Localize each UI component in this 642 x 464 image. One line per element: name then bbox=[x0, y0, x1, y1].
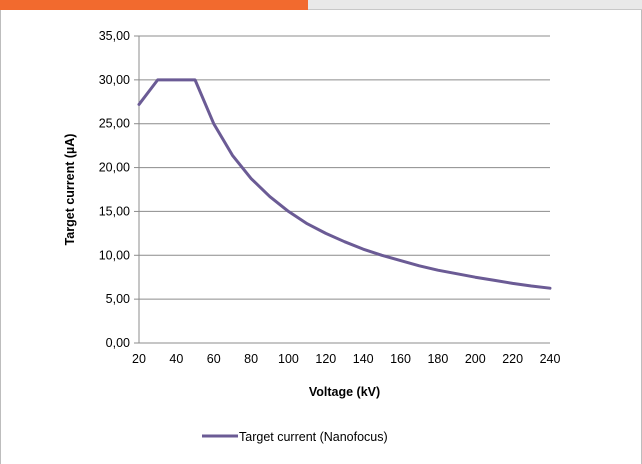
tab-accent-bar bbox=[0, 0, 308, 10]
series-line-0 bbox=[137, 78, 552, 290]
y-tick-label: 5,00 bbox=[106, 292, 130, 306]
y-tick-label: 10,00 bbox=[99, 248, 130, 262]
x-tick-label: 180 bbox=[427, 352, 448, 366]
x-tick-labels: 20 40 60 80 100 120 140 160 180 200 220 240 bbox=[132, 352, 560, 366]
y-tick-label: 15,00 bbox=[99, 204, 130, 218]
x-tick-label: 20 bbox=[132, 352, 146, 366]
y-tick-labels: 0,00 5,00 10,00 15,00 20,00 25,00 30,00 35,00 bbox=[99, 29, 130, 350]
y-axis-title: Target current (µA) bbox=[63, 134, 77, 246]
y-tick-label: 30,00 bbox=[99, 73, 130, 87]
y-tick-label: 20,00 bbox=[99, 161, 130, 175]
frame-border-left bbox=[0, 10, 1, 464]
series-layer bbox=[137, 78, 552, 290]
x-tick-label: 200 bbox=[465, 352, 486, 366]
x-tick-label: 60 bbox=[207, 352, 221, 366]
x-tick-label: 160 bbox=[390, 352, 411, 366]
axes bbox=[134, 35, 550, 344]
x-axis-title: Voltage (kV) bbox=[309, 385, 380, 399]
y-tick-label: 35,00 bbox=[99, 29, 130, 43]
gridlines bbox=[139, 35, 550, 300]
legend-label: Target current (Nanofocus) bbox=[239, 430, 388, 444]
x-tick-label: 220 bbox=[502, 352, 523, 366]
x-tick-label: 120 bbox=[315, 352, 336, 366]
x-tick-label: 100 bbox=[278, 352, 299, 366]
legend: Target current (Nanofocus) bbox=[202, 430, 388, 444]
x-tick-label: 140 bbox=[353, 352, 374, 366]
tab-strip bbox=[308, 0, 642, 10]
y-tick-label: 25,00 bbox=[99, 117, 130, 131]
y-tick-label: 0,00 bbox=[106, 336, 130, 350]
x-tick-label: 80 bbox=[244, 352, 258, 366]
x-tick-label: 240 bbox=[540, 352, 561, 366]
x-tick-label: 40 bbox=[169, 352, 183, 366]
